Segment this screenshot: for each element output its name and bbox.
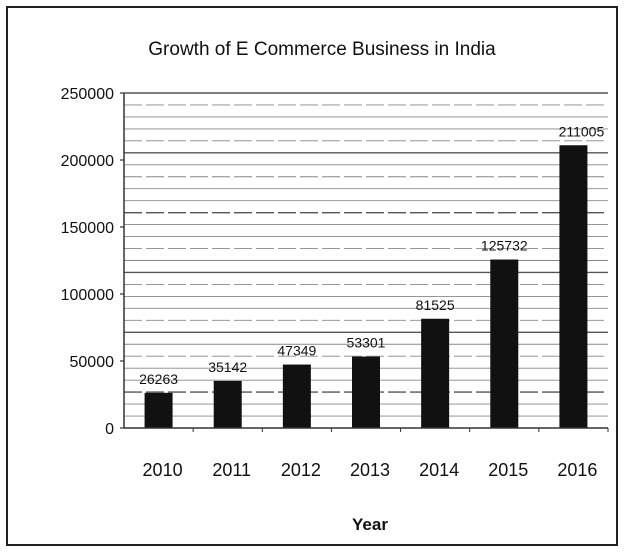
- data-label-2011: 35142: [208, 359, 247, 375]
- x-tick-label: 2010: [143, 460, 183, 480]
- x-tick-label: 2014: [419, 460, 459, 480]
- x-tick-label: 2013: [350, 460, 390, 480]
- data-label-2012: 47349: [277, 343, 316, 359]
- bar-2013: [352, 356, 380, 428]
- x-axis-label: Year: [352, 515, 388, 534]
- x-tick-label: 2012: [281, 460, 321, 480]
- bar-2015: [490, 259, 519, 428]
- bar-2010: [144, 392, 173, 428]
- y-tick-label: 50000: [70, 354, 115, 371]
- x-tick-label: 2011: [212, 460, 251, 480]
- data-label-2014: 81525: [416, 297, 455, 313]
- y-tick-label: 100000: [61, 287, 114, 304]
- bar-2012: [282, 364, 311, 428]
- data-label-2016: 211005: [559, 123, 605, 139]
- x-axis-ticks: 2010 2011 2012 2013 2014 2015 2016: [143, 428, 609, 480]
- data-label-2015: 125732: [481, 238, 528, 254]
- gridlines: [124, 92, 608, 429]
- bar-2011: [213, 380, 242, 428]
- bars: [144, 145, 588, 428]
- y-tick-label: 250000: [61, 86, 114, 103]
- x-tick-label: 2016: [557, 460, 597, 480]
- data-label-2013: 53301: [347, 335, 386, 351]
- y-axis-ticks: 0 50000 100000 150000 200000 250000: [61, 86, 124, 438]
- data-labels: 26263 35142 47349 53301 81525 125732 211005: [139, 123, 604, 387]
- bar-2016: [559, 145, 588, 428]
- y-tick-label: 150000: [61, 220, 114, 237]
- chart-title: Growth of E Commerce Business in India: [148, 39, 496, 60]
- y-tick-label: 200000: [61, 153, 114, 170]
- y-tick-label: 0: [105, 421, 114, 438]
- bar-2014: [421, 318, 450, 428]
- x-tick-label: 2015: [488, 460, 528, 480]
- data-label-2010: 26263: [139, 371, 178, 387]
